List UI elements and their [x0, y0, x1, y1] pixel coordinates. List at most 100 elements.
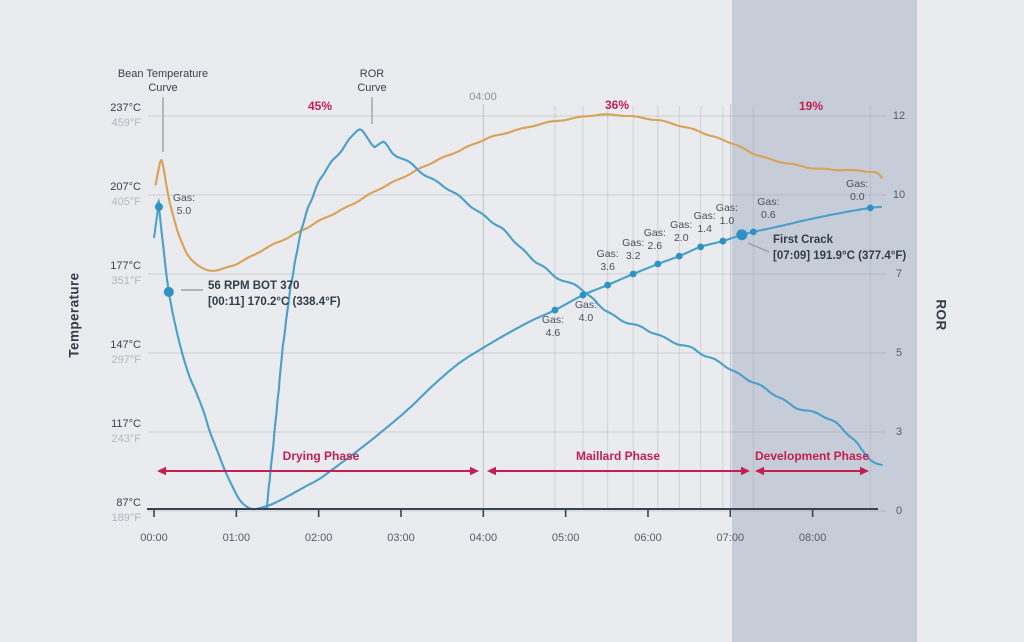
gas-label-value: 3.2	[625, 250, 641, 262]
first-crack-annotation: First Crack [07:09] 191.9°C (377.4°F)	[773, 233, 906, 264]
phase-arrowhead-left	[755, 466, 764, 476]
annotation-line: [00:11] 170.2°C (338.4°F)	[208, 295, 341, 308]
phase-arrowhead-right	[470, 466, 479, 476]
gas-marker-dot	[629, 270, 637, 278]
phase-arrowhead-right	[741, 466, 750, 476]
ror-tick-label: 5	[895, 347, 903, 359]
gas-label: Gas: 1.0	[716, 202, 738, 228]
temp-tick-celsius: 87°C	[116, 497, 141, 509]
gas-label: Gas: 1.4	[694, 210, 716, 236]
maillard-phase-label: Maillard Phase	[575, 449, 661, 463]
temp-tick-celsius: 207°C	[110, 181, 141, 193]
ror-tick-label: 3	[895, 426, 903, 438]
ror-tick-label: 0	[895, 505, 903, 517]
rpm-annotation-dot	[163, 286, 174, 297]
annotation-line: [07:09] 191.9°C (377.4°F)	[773, 249, 907, 262]
gas-label: Gas: 0.0	[846, 178, 868, 204]
gas-label-prefix: Gas:	[172, 191, 196, 204]
x-tick-label: 07:00	[716, 532, 745, 544]
gas-label-value: 2.0	[673, 232, 689, 245]
x-tick-label: 00:00	[140, 532, 168, 544]
gas-marker-dot	[654, 260, 662, 268]
gas-marker-dot	[719, 237, 727, 245]
temperature-axis-title: Temperature	[66, 272, 82, 358]
ror-tick-label: 12	[892, 110, 906, 122]
development-phase-band	[732, 0, 917, 642]
drying-phase-percent: 45%	[307, 99, 333, 113]
x-tick-label: 05:00	[551, 532, 580, 544]
gas-label-prefix: Gas:	[622, 237, 645, 249]
gas-label-prefix: Gas:	[670, 219, 693, 232]
callout-line: Bean Temperature	[117, 68, 209, 80]
gas-label: Gas: 3.2	[622, 237, 644, 263]
gas-label-value: 4.0	[578, 312, 594, 325]
gas-label: Gas: 4.0	[575, 299, 597, 325]
maillard-phase-percent: 36%	[604, 98, 630, 112]
gas-label-prefix: Gas:	[715, 202, 738, 215]
callout-line: ROR	[359, 68, 385, 80]
gas-label: Gas: 0.6	[757, 196, 779, 222]
blue-curve	[157, 205, 883, 511]
gas-label-value: 3.6	[600, 261, 615, 274]
top-time-marker: 04:00	[469, 91, 497, 103]
x-tick-label: 01:00	[222, 532, 251, 544]
ror-curve	[265, 128, 883, 509]
temp-tick-fahrenheit: 243°F	[111, 433, 141, 445]
gas-marker-dot	[551, 306, 559, 314]
x-tick-label: 04:00	[469, 532, 498, 544]
gas-marker-dot	[154, 202, 163, 211]
gas-label: Gas: 3.6	[597, 248, 619, 274]
gas-marker-dot	[604, 281, 612, 289]
temp-tick-celsius: 177°C	[110, 260, 141, 272]
first-crack-dot	[736, 229, 748, 241]
ror-tick-label: 7	[895, 268, 903, 280]
gas-label-prefix: Gas:	[643, 226, 666, 239]
x-tick-label: 03:00	[387, 532, 415, 544]
gas-marker-dot	[675, 252, 683, 260]
callout-line: Curve	[148, 82, 178, 94]
x-tick-label: 06:00	[634, 532, 662, 544]
temp-tick-fahrenheit: 297°F	[111, 354, 141, 366]
gas-label-value: 0.0	[849, 190, 865, 203]
callout-line: Curve	[357, 82, 387, 94]
bean-temperature-curve-callout: Bean Temperature Curve	[118, 67, 208, 95]
phase-arrowhead-left	[487, 466, 496, 476]
temp-tick-fahrenheit: 351°F	[111, 275, 141, 287]
phase-arrowhead-right	[860, 466, 869, 476]
gas-label: Gas: 5.0	[173, 192, 195, 218]
ror-axis-title: ROR	[933, 299, 949, 331]
ror-curve-callout: ROR Curve	[357, 67, 386, 95]
annotation-line: 56 RPM BOT 370	[208, 280, 300, 292]
gas-label-prefix: Gas:	[693, 209, 716, 222]
temp-tick-celsius: 117°C	[111, 418, 141, 430]
gas-marker-dot	[697, 243, 705, 251]
annotation-line: First Crack	[773, 234, 834, 246]
gas-label-value: 1.0	[719, 215, 735, 228]
gas-label-value: 5.0	[176, 204, 192, 217]
drying-phase-label: Drying Phase	[282, 449, 360, 463]
gas-label-prefix: Gas:	[574, 299, 598, 312]
temp-tick-fahrenheit: 189°F	[111, 512, 141, 524]
gas-label-value: 0.6	[761, 208, 776, 221]
temp-tick-celsius: 147°C	[110, 339, 141, 351]
gas-label-value: 4.6	[545, 327, 561, 340]
gas-marker-dot	[866, 204, 874, 212]
temp-tick-fahrenheit: 459°F	[111, 117, 141, 129]
gas-marker-dot	[579, 291, 587, 299]
gas-label-prefix: Gas:	[757, 195, 780, 208]
gas-label-prefix: Gas:	[541, 314, 565, 327]
phase-arrowhead-left	[157, 466, 166, 476]
temp-tick-celsius: 237°C	[110, 102, 141, 114]
temp-tick-fahrenheit: 405°F	[111, 196, 141, 208]
gas-label-prefix: Gas:	[846, 177, 869, 190]
gas-label-prefix: Gas:	[596, 248, 619, 261]
orange-curve	[154, 113, 883, 272]
gas-label-value: 1.4	[697, 222, 712, 235]
gas-label: Gas: 2.6	[644, 227, 666, 253]
x-tick-label: 08:00	[798, 532, 827, 544]
x-tick-label: 02:00	[304, 532, 333, 544]
ror-tick-label: 10	[892, 189, 906, 201]
annotation-leader-line	[747, 242, 770, 253]
